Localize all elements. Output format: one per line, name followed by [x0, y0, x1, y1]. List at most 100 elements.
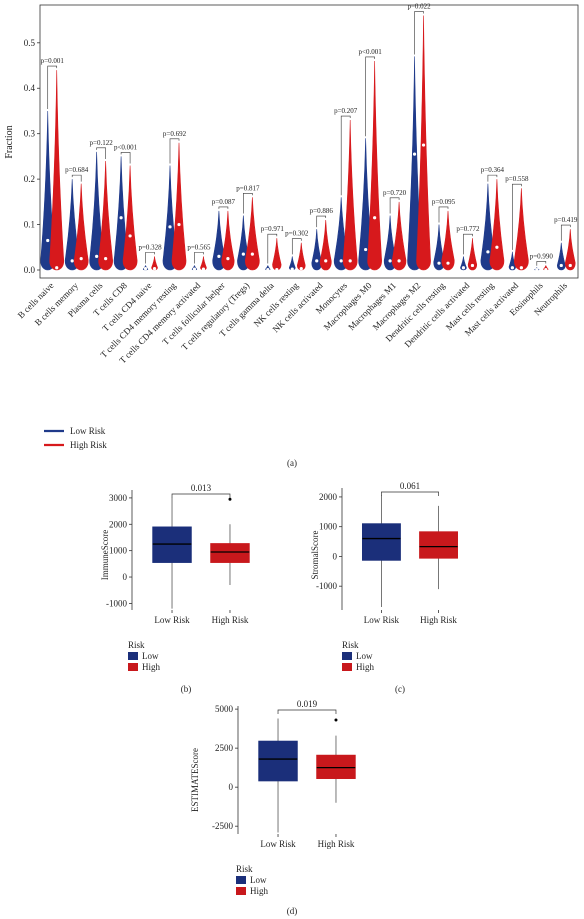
pvalue-bracket [512, 183, 522, 250]
pvalue-label: 0.013 [191, 483, 212, 493]
pvalue-label: p=0.684 [65, 166, 89, 174]
violin-low-risk-median [290, 267, 294, 271]
violin-low-risk-median [315, 259, 319, 263]
pvalue-label: p=0.122 [90, 139, 114, 147]
violin-high-risk-median [519, 266, 523, 270]
violin-high-risk-median [470, 263, 475, 268]
pvalue-label: p=0.419 [554, 216, 578, 224]
y-tick-label: 5000 [215, 704, 234, 714]
legend-high-swatch-c [342, 663, 352, 671]
y-tick-label: 0.4 [24, 83, 36, 93]
violin-high-risk [221, 210, 235, 271]
violin-high-risk-median [544, 267, 548, 272]
pvalue-label: 0.061 [400, 481, 420, 491]
pvalue-bracket [340, 115, 351, 196]
violin-high-risk [489, 179, 505, 271]
violin-high-risk-median [104, 257, 108, 261]
violin-high-risk-median [79, 257, 83, 261]
legend-low-label-d: Low [250, 875, 267, 885]
violin-high-risk-median [201, 267, 206, 271]
y-tick-label: 2000 [319, 492, 338, 502]
pvalue-label: p=0.087 [212, 198, 236, 206]
x-tick-label: Low Risk [154, 615, 190, 625]
pvalue-bracket [291, 238, 302, 255]
violin-low-risk-median [559, 263, 563, 268]
pvalue-label: p=0.364 [481, 166, 505, 174]
pvalue-bracket [414, 11, 424, 55]
violin-high-risk-median [177, 222, 181, 227]
immune-y-axis-label: ImmuneScore [100, 530, 110, 580]
violin-low-risk-median [535, 267, 539, 272]
violin-high-risk [122, 165, 138, 271]
stromal-y-axis-label: StromalScore [310, 531, 320, 580]
violin-high-risk-median [421, 143, 426, 147]
violin-low-risk-median [192, 267, 197, 271]
legend-high-label-b: High [142, 662, 161, 672]
y-tick-label: -1000 [106, 598, 127, 608]
legend-high-risk-label: High Risk [70, 440, 107, 450]
violin-low-risk-median [388, 259, 392, 263]
immune-score-panel: ImmuneScore -1000 0 1000 2000 3000 Low Risk Hi… [100, 483, 250, 694]
y-tick-label: -2500 [212, 821, 233, 831]
outlier-point [334, 718, 338, 722]
violin-high-risk-median [275, 267, 279, 272]
legend-risk-title-c: Risk [342, 640, 359, 650]
violin-low-risk-median [168, 225, 172, 229]
outlier-point [228, 497, 232, 501]
x-tick-label: Low Risk [260, 839, 296, 849]
y-tick-label: -1000 [316, 581, 337, 591]
legend-risk-title-b: Risk [128, 640, 145, 650]
pvalue-label: p=0.817 [236, 184, 260, 192]
immune-boxplot: -1000 0 1000 2000 3000 Low Risk High Risk 0.013 [106, 483, 250, 625]
violin-high-risk-median [226, 257, 230, 261]
pvalue-label: p=0.720 [383, 189, 407, 197]
violin-low-risk-median [437, 261, 441, 265]
violin-high-risk [416, 15, 431, 271]
y-tick-label: 1000 [109, 546, 128, 556]
violin-low-risk [407, 56, 422, 271]
violin-low-risk-median [70, 259, 74, 263]
violin-low-risk [460, 256, 467, 271]
y-tick-label: 0.2 [24, 174, 35, 184]
violin-low-risk-median [339, 259, 343, 263]
y-tick-label: 0.0 [24, 265, 36, 275]
violin-low-risk-median [461, 266, 466, 270]
violin-high-risk [245, 197, 260, 271]
y-tick-label: 0 [123, 572, 128, 582]
pvalue-bracket [71, 174, 82, 182]
violin-high-risk [367, 60, 382, 271]
x-tick-label: High Risk [318, 839, 355, 849]
y-tick-label: 0.5 [24, 38, 36, 48]
violin-high-risk [342, 120, 358, 271]
pvalue-label: p=0.558 [505, 175, 529, 183]
pvalue-label: 0.019 [297, 699, 318, 709]
pvalue-bracket [145, 252, 155, 264]
violin-plot-frame [39, 4, 579, 279]
pvalue-bracket [463, 233, 473, 255]
y-tick-label: 1000 [319, 522, 338, 532]
box-low-risk [258, 740, 298, 782]
violin-high-risk [98, 160, 113, 271]
violin-high-risk-median [446, 261, 450, 265]
estimate-boxplot: -2500 0 2500 5000 Low Risk High Risk 0.019 [212, 699, 356, 849]
pvalue-label: p=0.302 [285, 230, 309, 238]
pvalue-label: p=0.022 [407, 3, 431, 11]
y-tick-label: 2000 [109, 519, 128, 529]
violin-low-risk-median [241, 252, 245, 256]
pvalue-label: p=0.971 [261, 225, 285, 233]
box-high-risk [316, 754, 356, 779]
pvalue-bracket [267, 233, 278, 264]
violin-low-risk-median [486, 250, 490, 254]
violin-pvalue-brackets: p=0.001p=0.684p=0.122p<0.001p=0.328p=0.6… [41, 3, 578, 266]
pvalue-label: p<0.001 [114, 143, 138, 151]
pvalue-bracket [438, 206, 449, 223]
legend-high-swatch-d [236, 887, 246, 895]
legend-low-swatch-c [342, 652, 352, 660]
pvalue-label: p=0.990 [530, 252, 554, 260]
violin-high-risk-median [55, 266, 59, 270]
pvalue-bracket [169, 138, 180, 164]
violin-low-risk-median [412, 152, 417, 156]
box-high-risk [210, 543, 250, 563]
y-tick-label: 0.1 [24, 220, 35, 230]
